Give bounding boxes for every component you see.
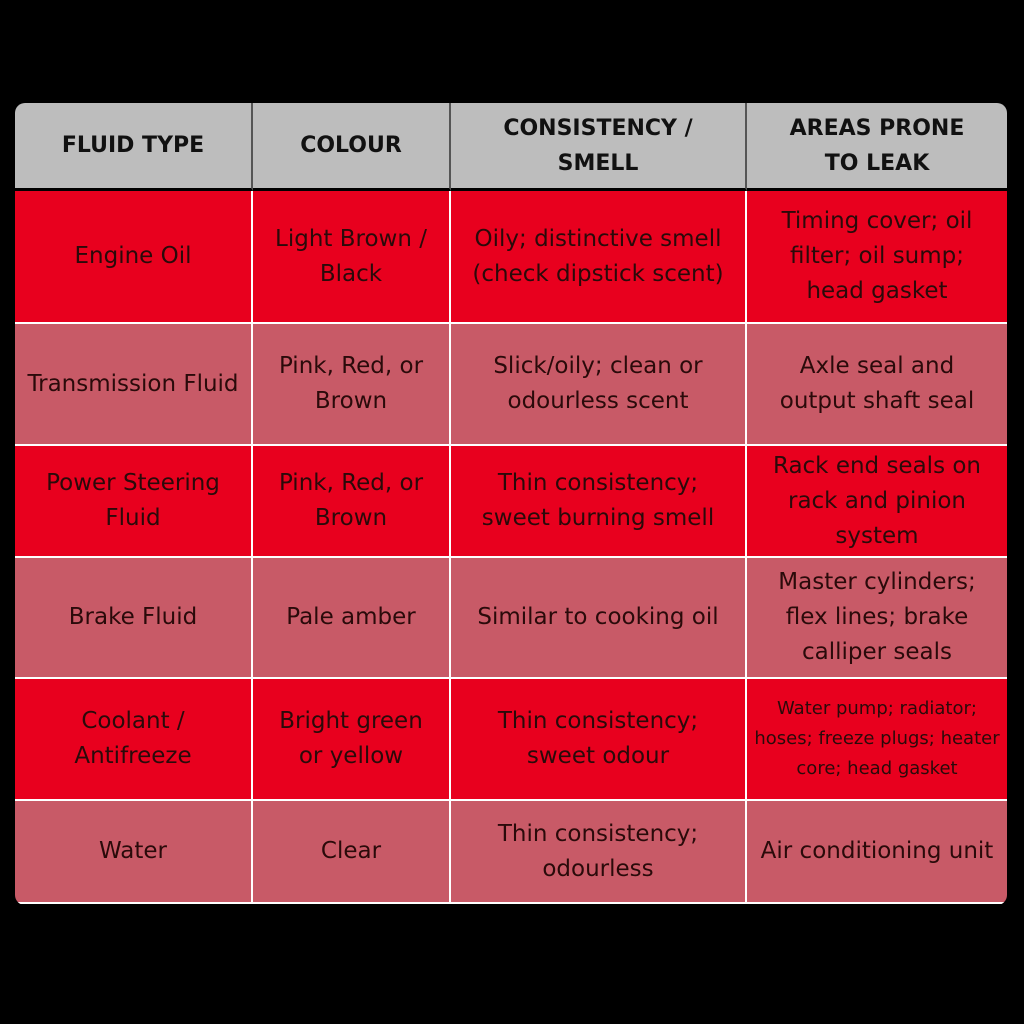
table-cell: Rack end seals on rack and pinion system (747, 446, 1007, 558)
table-cell: Light Brown / Black (253, 191, 451, 324)
header-cell: COLOUR (253, 103, 451, 191)
fluid-table: FLUID TYPE COLOUR CONSISTENCY / SMELL AREAS… (15, 103, 1007, 905)
header-cell: FLUID TYPE (15, 103, 253, 191)
table-cell: Pink, Red, or Brown (253, 446, 451, 558)
table-cell: Bright green or yellow (253, 679, 451, 801)
table-cell: Power Steering Fluid (15, 446, 253, 558)
table-cell: Brake Fluid (15, 558, 253, 679)
table-cell: Axle seal and output shaft seal (747, 324, 1007, 446)
table-cell: Pink, Red, or Brown (253, 324, 451, 446)
table-cell: Pale amber (253, 558, 451, 679)
table-cell: Water pump; radiator; hoses; freeze plug… (747, 679, 1007, 801)
header-cell: CONSISTENCY / SMELL (451, 103, 747, 191)
table-cell: Water (15, 801, 253, 904)
table-cell: Master cylinders; flex lines; brake call… (747, 558, 1007, 679)
table-cell: Slick/oily; clean or odourless scent (451, 324, 747, 446)
table-cell: Thin consistency; sweet odour (451, 679, 747, 801)
table-cell: Transmission Fluid (15, 324, 253, 446)
table-cell: Thin consistency; sweet burning smell (451, 446, 747, 558)
table-cell: Air conditioning unit (747, 801, 1007, 904)
table-cell: Thin consistency; odourless (451, 801, 747, 904)
table-cell: Engine Oil (15, 191, 253, 324)
table-cell: Similar to cooking oil (451, 558, 747, 679)
table-cell: Clear (253, 801, 451, 904)
table-cell: Timing cover; oil filter; oil sump; head… (747, 191, 1007, 324)
table-cell: Oily; distinctive smell (check dipstick … (451, 191, 747, 324)
table-cell: Coolant / Antifreeze (15, 679, 253, 801)
header-cell: AREAS PRONE TO LEAK (747, 103, 1007, 191)
